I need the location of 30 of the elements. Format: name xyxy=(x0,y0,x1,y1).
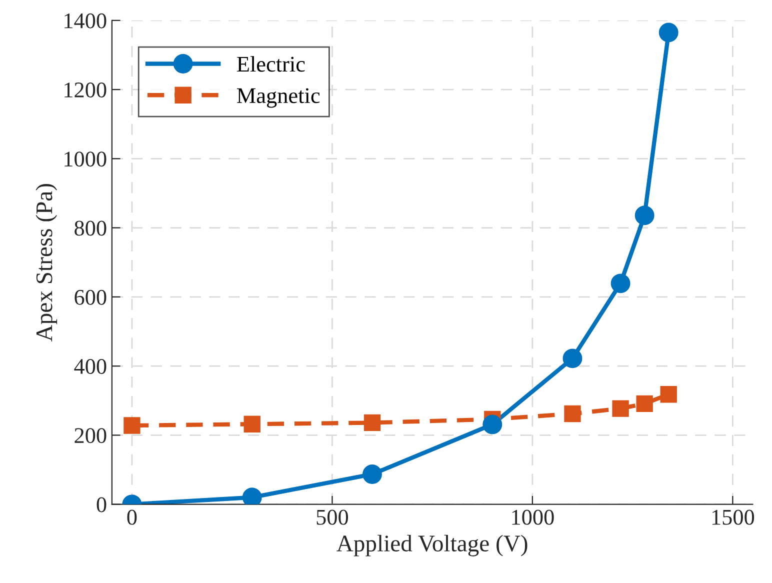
y-axis-title: Apex Stress (Pa) xyxy=(36,184,58,342)
point xyxy=(636,395,653,412)
point xyxy=(124,417,140,434)
point xyxy=(610,274,630,294)
y-tick-label: 400 xyxy=(74,358,106,374)
y-tick-label: 600 xyxy=(74,290,106,305)
point xyxy=(244,416,260,432)
x-tick-label: 0 xyxy=(127,510,137,525)
point xyxy=(634,206,654,226)
point xyxy=(660,386,677,403)
y-tick-label: 1000 xyxy=(64,152,106,167)
point xyxy=(658,22,678,42)
x-axis-title: Applied Voltage (V) xyxy=(336,534,528,556)
point xyxy=(362,464,382,484)
legend-label: Magnetic xyxy=(237,88,320,108)
point xyxy=(564,405,581,422)
point xyxy=(612,400,629,417)
y-tick-label: 0 xyxy=(96,497,106,512)
x-tick-label: 1500 xyxy=(712,510,754,525)
y-tick-label: 200 xyxy=(74,428,106,444)
x-tick-label: 1000 xyxy=(512,510,554,525)
y-tick-label: 1400 xyxy=(64,13,106,28)
point xyxy=(242,488,262,504)
point xyxy=(364,414,381,432)
y-tick-label: 800 xyxy=(74,220,106,236)
x-tick-label: 500 xyxy=(316,510,348,525)
point xyxy=(482,414,502,434)
y-tick-label: 1200 xyxy=(64,82,106,98)
legend-label: Electric xyxy=(237,56,305,72)
point xyxy=(562,348,582,368)
